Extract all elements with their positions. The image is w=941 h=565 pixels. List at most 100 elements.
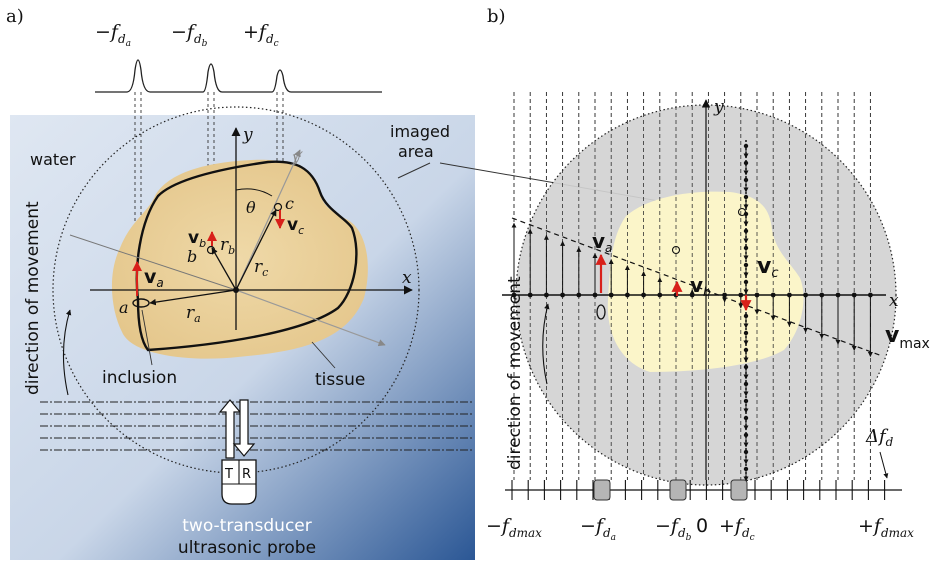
sample-dot: [625, 292, 630, 298]
sample-dot: [576, 292, 582, 298]
vmax-label: vmax: [885, 323, 930, 352]
delta-f-arrow: [879, 451, 889, 479]
transmit-arrow: [218, 399, 242, 459]
point-c-marker: [273, 202, 283, 212]
axis-x-label: x: [402, 268, 412, 288]
axis-y-label: y: [242, 125, 253, 145]
ultrasonic-probe: T R: [221, 459, 257, 505]
column-dot: [743, 143, 749, 149]
axis-x-prime-back: [69, 234, 237, 291]
tissue-outline: [135, 160, 358, 352]
sample-dot: [738, 292, 744, 298]
column-dot: [743, 194, 749, 200]
panel-b: b) x y va vb vc vmax direct: [486, 6, 930, 543]
column-dot: [743, 177, 749, 183]
sample-dot: [851, 292, 857, 298]
inclusion-label: inclusion: [102, 368, 177, 388]
bin-fb: [669, 479, 687, 501]
axis-y-prime: [235, 149, 301, 291]
sample-dot: [754, 292, 760, 298]
radius-a: [149, 289, 237, 306]
inclusion-leader: [141, 309, 153, 366]
probe-t-label: T: [224, 467, 233, 482]
vb-label-b: vb: [690, 273, 711, 299]
sample-dot: [689, 292, 695, 298]
rotation-center: [233, 287, 239, 293]
scale-zero: 0: [696, 515, 708, 537]
point-c-label: c: [285, 194, 294, 213]
point-a-marker-b: [596, 304, 606, 320]
column-dot: [743, 228, 749, 234]
tissue-region: [111, 159, 368, 359]
sample-dot: [787, 292, 792, 298]
column-dot: [743, 398, 749, 404]
column-dot: [743, 347, 749, 353]
theta-label: θ: [246, 198, 256, 217]
rb-label: rb: [220, 235, 235, 257]
scale-fmax: +fdmax: [858, 515, 914, 540]
vc-label-b: vc: [757, 254, 779, 281]
sample-dot: [608, 292, 614, 298]
column-dot: [743, 432, 749, 438]
velocity-profile: [511, 222, 873, 357]
receive-arrow: [232, 399, 256, 457]
panel-a-label: a): [6, 6, 24, 27]
sample-dot: [819, 292, 825, 298]
va-label: va: [144, 266, 164, 290]
column-dot: [743, 415, 749, 421]
axis-x-label-b: x: [889, 291, 899, 311]
axis-y-label-b: y: [713, 97, 724, 117]
axis-y-prime-label: y′: [291, 150, 304, 166]
column-dot: [743, 449, 749, 455]
probe-r-label: R: [242, 467, 251, 482]
sample-dot: [560, 292, 565, 298]
peak-label-fc: +fdc: [243, 21, 279, 49]
scale-fmin: −fdmax: [486, 515, 542, 540]
sample-dot: [835, 292, 841, 298]
vc-label: vc: [287, 215, 304, 237]
direction-label-b: direction of movement: [505, 276, 525, 470]
frequency-scale: [505, 479, 902, 501]
direction-label: direction of movement: [23, 201, 43, 395]
imaged-area-leader-a: [397, 162, 431, 179]
point-c-marker-b: [737, 207, 747, 217]
sample-dot: [527, 292, 533, 298]
sample-dot: [657, 292, 663, 298]
column-dot: [743, 466, 749, 472]
probe-label-2: ultrasonic probe: [178, 538, 316, 558]
axis-x-prime: [235, 289, 386, 347]
imaged-area-circle: [52, 106, 420, 474]
rc-label: rc: [254, 257, 268, 279]
column-dot: [743, 245, 749, 251]
point-b-marker-b: [671, 245, 681, 255]
sample-dot: [592, 292, 598, 298]
peak-label-fb: −fdb: [171, 21, 208, 49]
imaged-area-label-2: area: [398, 142, 434, 161]
column-dot: [743, 279, 749, 285]
column-arrows: [743, 143, 749, 482]
ra-label: ra: [186, 303, 201, 325]
bin-fc: [730, 479, 748, 501]
sample-dot: [770, 292, 776, 298]
point-a-label: a: [119, 298, 129, 317]
sample-dot: [722, 292, 727, 298]
column-dot: [743, 262, 749, 268]
theta-arc: [235, 188, 273, 197]
doppler-spectrum: −fda −fdb +fdc: [95, 21, 382, 93]
probe-label-1: two-transducer: [182, 516, 311, 536]
panel-a: a) −fda −fdb +fdc y′ x y: [6, 6, 683, 560]
point-a-marker: [132, 298, 150, 308]
direction-arrow-b: [542, 303, 550, 385]
scale-fb: −fdb: [655, 515, 692, 543]
column-dot: [743, 160, 749, 166]
velocity-envelope: [511, 217, 883, 357]
peak-label-fa: −fda: [95, 21, 131, 49]
panel-b-label: b): [487, 6, 506, 27]
scale-fa: −fda: [580, 515, 616, 543]
column-dot: [743, 364, 749, 370]
sample-dot: [511, 292, 517, 298]
spectrum-line: [95, 59, 382, 93]
sample-dot: [641, 292, 646, 298]
ultrasound-beams: [40, 401, 472, 451]
imaged-area-label-1: imaged: [390, 122, 450, 141]
